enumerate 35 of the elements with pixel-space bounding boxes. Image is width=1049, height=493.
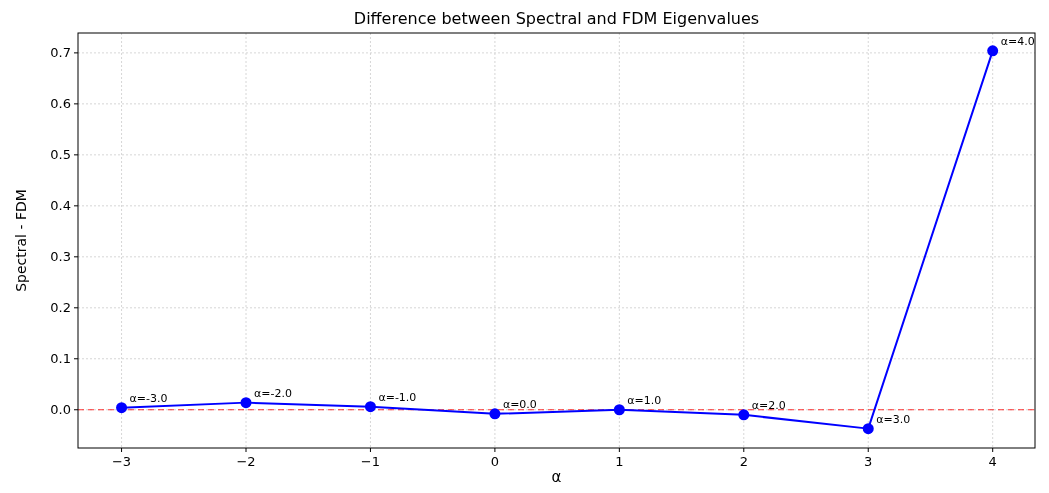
annotation: α=-2.0 (254, 386, 292, 400)
annotation: α=3.0 (876, 412, 911, 426)
annotation: α=-1.0 (378, 390, 417, 404)
point (116, 402, 128, 414)
x-tick-label: −3 (111, 454, 132, 469)
x-tick-label: 0 (490, 454, 500, 469)
annotation: α=0.0 (502, 397, 537, 411)
point (613, 404, 625, 416)
y-axis-title: Spectral - FDM (13, 189, 29, 292)
y-tick-label: 0.4 (50, 198, 71, 214)
x-tick-label: 1 (615, 454, 624, 469)
point (987, 45, 999, 57)
x-tick-label: 4 (988, 454, 997, 469)
point (489, 408, 501, 420)
x-tick-label: 2 (739, 454, 748, 469)
x-axis-title: α (551, 468, 562, 486)
chart-title: Difference between Spectral and FDM Eigenvalues (353, 9, 760, 28)
y-tick-label: 0.7 (50, 45, 71, 61)
y-tick-label: 0.2 (50, 300, 71, 316)
y-tick-label: 0.3 (50, 249, 71, 265)
y-tick-label: 0.1 (50, 351, 71, 367)
point (862, 423, 874, 435)
point (364, 401, 376, 413)
x-tick-label: −2 (236, 454, 256, 469)
y-tick-label: 0.0 (50, 402, 71, 418)
annotation: α=2.0 (751, 398, 786, 412)
y-tick-label: 0.6 (50, 96, 71, 112)
annotation: α=1.0 (627, 393, 662, 407)
annotation: α=-3.0 (129, 391, 168, 405)
point (240, 397, 252, 409)
point (738, 409, 750, 421)
x-tick-label: −1 (360, 454, 381, 469)
y-tick-label: 0.5 (50, 147, 71, 163)
annotation: α=4.0 (1000, 34, 1035, 48)
x-tick-label: 3 (864, 454, 873, 469)
